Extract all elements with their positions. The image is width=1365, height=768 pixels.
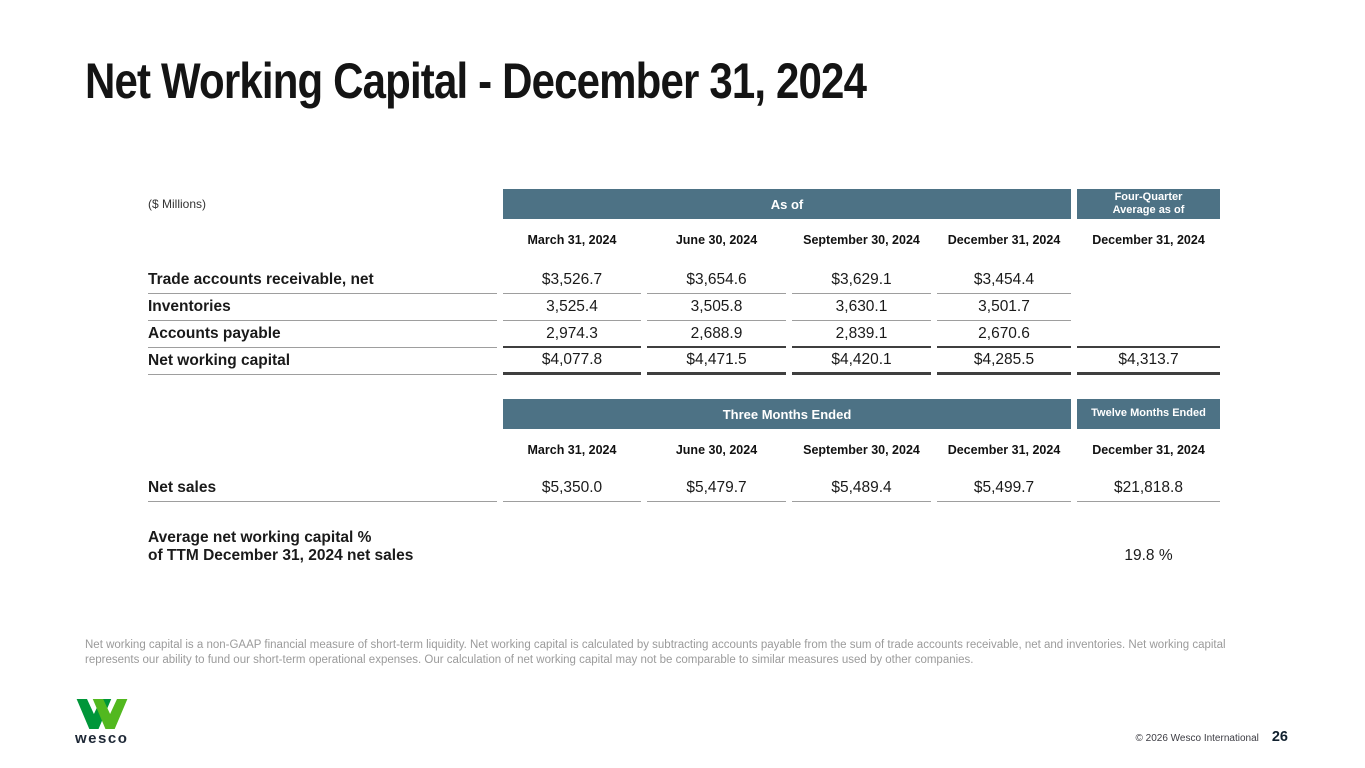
units-label: ($ Millions) [148,197,207,211]
table-row-net-sales: Net sales $5,350.0 $5,479.7 $5,489.4 $5,… [148,475,1220,502]
table1-band-row: ($ Millions) As of Four-Quarter Average … [148,189,1220,219]
cell-value-average [1077,267,1220,294]
table1-column-headers: March 31, 2024 June 30, 2024 September 3… [148,219,1220,250]
cell-value: $3,454.4 [937,267,1071,294]
footnote: Net working capital is a non-GAAP financ… [85,639,1226,666]
column-header: June 30, 2024 [675,443,758,457]
table2-band-row: Three Months Ended Twelve Months Ended [148,399,1220,429]
row-label: Inventories [148,294,497,321]
column-header: June 30, 2024 [675,233,758,247]
table1-side-header: Four-Quarter Average as of [1077,189,1220,219]
cell-value: 3,630.1 [792,294,931,321]
column-header-ttm: December 31, 2024 [1092,443,1205,457]
cell-value: $4,077.8 [503,348,641,375]
table1-span-header: As of [503,189,1071,219]
column-header: December 31, 2024 [947,233,1061,247]
table-row-inventories: Inventories 3,525.4 3,505.8 3,630.1 3,50… [148,294,1220,321]
wesco-w-icon [76,699,128,729]
cell-value: $4,420.1 [792,348,931,375]
cell-value: $3,629.1 [792,267,931,294]
cell-value-ttm: $21,818.8 [1077,475,1220,502]
table1-side-header-text: Four-Quarter Average as of [1112,190,1185,216]
summary-row: Average net working capital % of TTM Dec… [148,529,1220,566]
table2-span-header: Three Months Ended [503,399,1071,429]
column-header: December 31, 2024 [947,443,1061,457]
cell-value: $3,654.6 [647,267,786,294]
cell-value: 3,525.4 [503,294,641,321]
row-label: Accounts payable [148,321,497,348]
page-number: 26 [1271,729,1288,745]
row-label: Net working capital [148,348,497,375]
column-header: September 30, 2024 [803,443,920,457]
column-header-empty [148,219,497,250]
cell-value: 2,670.6 [937,321,1071,348]
cell-value: $4,471.5 [647,348,786,375]
footer-right: © 2026 Wesco International 26 [1135,729,1288,745]
cell-value: $3,526.7 [503,267,641,294]
summary-section: Average net working capital % of TTM Dec… [148,529,1220,566]
cell-value: 2,974.3 [503,321,641,348]
wesco-logo: wesco [75,699,131,746]
table-row-accounts-payable: Accounts payable 2,974.3 2,688.9 2,839.1… [148,321,1220,348]
summary-value: 19.8 % [1124,547,1173,564]
net-working-capital-table: ($ Millions) As of Four-Quarter Average … [148,189,1220,375]
column-header-empty [148,429,497,460]
cell-value-average [1077,321,1220,348]
cell-value: 2,839.1 [792,321,931,348]
table-row-trade-accounts-receivable: Trade accounts receivable, net $3,526.7 … [148,267,1220,294]
cell-value: $4,285.5 [937,348,1071,375]
table2-column-headers: March 31, 2024 June 30, 2024 September 3… [148,429,1220,460]
column-header: March 31, 2024 [527,233,617,247]
row-label: Net sales [148,475,497,502]
wesco-wordmark: wesco [75,730,129,747]
cell-value-average [1077,294,1220,321]
cell-value: 2,688.9 [647,321,786,348]
cell-value: 3,501.7 [937,294,1071,321]
page-title: Net Working Capital - December 31, 2024 [85,53,867,109]
summary-label: Average net working capital % of TTM Dec… [148,529,414,564]
table2-side-header: Twelve Months Ended [1077,399,1220,429]
cell-value: $5,350.0 [503,475,641,502]
column-header: September 30, 2024 [803,233,920,247]
cell-value: $5,489.4 [792,475,931,502]
cell-value-average: $4,313.7 [1077,348,1220,375]
column-header-average: December 31, 2024 [1092,233,1205,247]
cell-value: $5,479.7 [647,475,786,502]
cell-value: $5,499.7 [937,475,1071,502]
column-header: March 31, 2024 [527,443,617,457]
table2-band-spacer [148,399,497,429]
net-sales-table: Three Months Ended Twelve Months Ended M… [148,399,1220,502]
row-label: Trade accounts receivable, net [148,267,497,294]
table-row-net-working-capital: Net working capital $4,077.8 $4,471.5 $4… [148,348,1220,375]
copyright-text: © 2026 Wesco International [1135,733,1259,744]
cell-value: 3,505.8 [647,294,786,321]
